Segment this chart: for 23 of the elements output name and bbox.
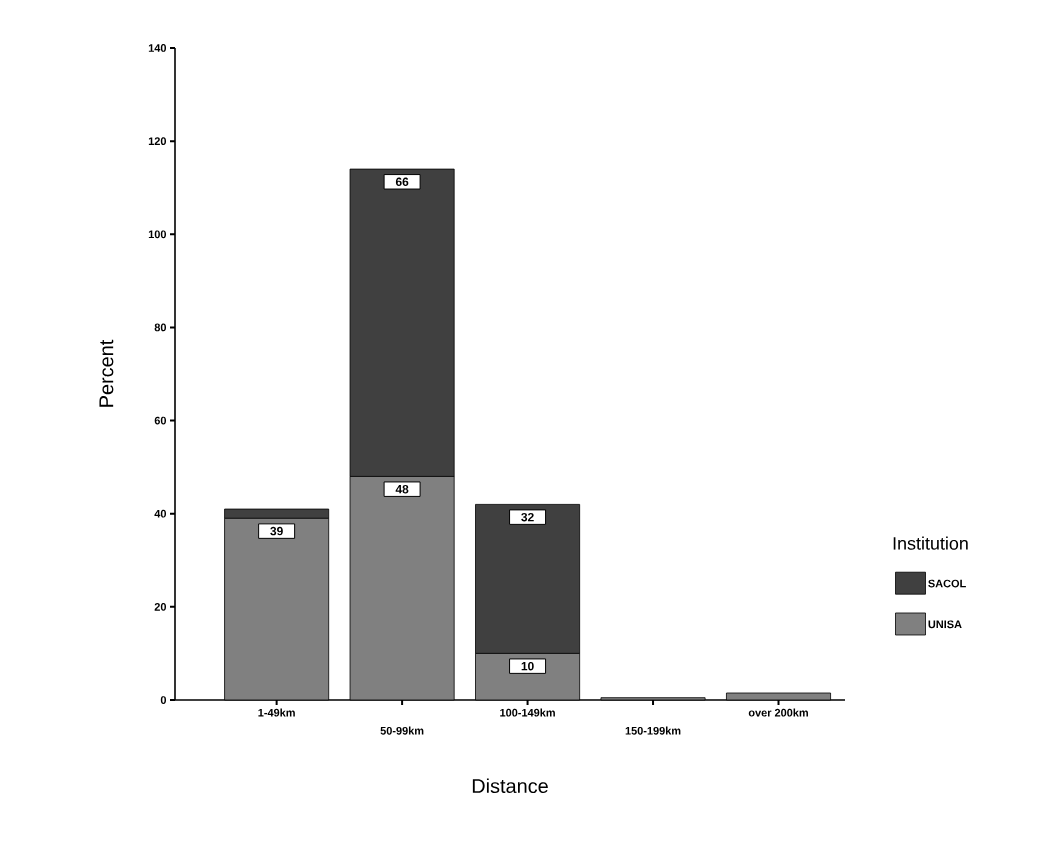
legend-title: Institution <box>893 536 968 550</box>
x-tick-label: over 200km <box>748 708 808 717</box>
data-label: 48 <box>395 484 409 494</box>
y-axis-title: Percent <box>99 339 114 407</box>
y-tick-label: 60 <box>154 416 167 425</box>
x-tick-label: 100-149km <box>500 708 555 717</box>
y-tick-label: 100 <box>148 230 167 239</box>
y-tick-label: 120 <box>148 137 167 146</box>
legend-label: UNISA <box>928 620 962 629</box>
legend-label: SACOL <box>928 579 966 588</box>
y-tick-label: 0 <box>160 696 167 704</box>
y-tick-label: 80 <box>154 323 167 332</box>
x-tick-label: 1-49km <box>258 708 295 717</box>
data-label: 32 <box>521 512 534 522</box>
data-label: 66 <box>395 177 409 187</box>
x-tick-label: 150-199km <box>625 726 681 735</box>
y-tick-label: 40 <box>154 509 167 518</box>
data-label: 10 <box>521 661 534 671</box>
x-axis-title: Distance <box>472 778 548 794</box>
data-label: 39 <box>270 526 283 536</box>
x-tick-label: 50-99km <box>380 726 424 735</box>
y-tick-label: 20 <box>154 602 167 611</box>
y-tick-label: 140 <box>148 44 167 52</box>
